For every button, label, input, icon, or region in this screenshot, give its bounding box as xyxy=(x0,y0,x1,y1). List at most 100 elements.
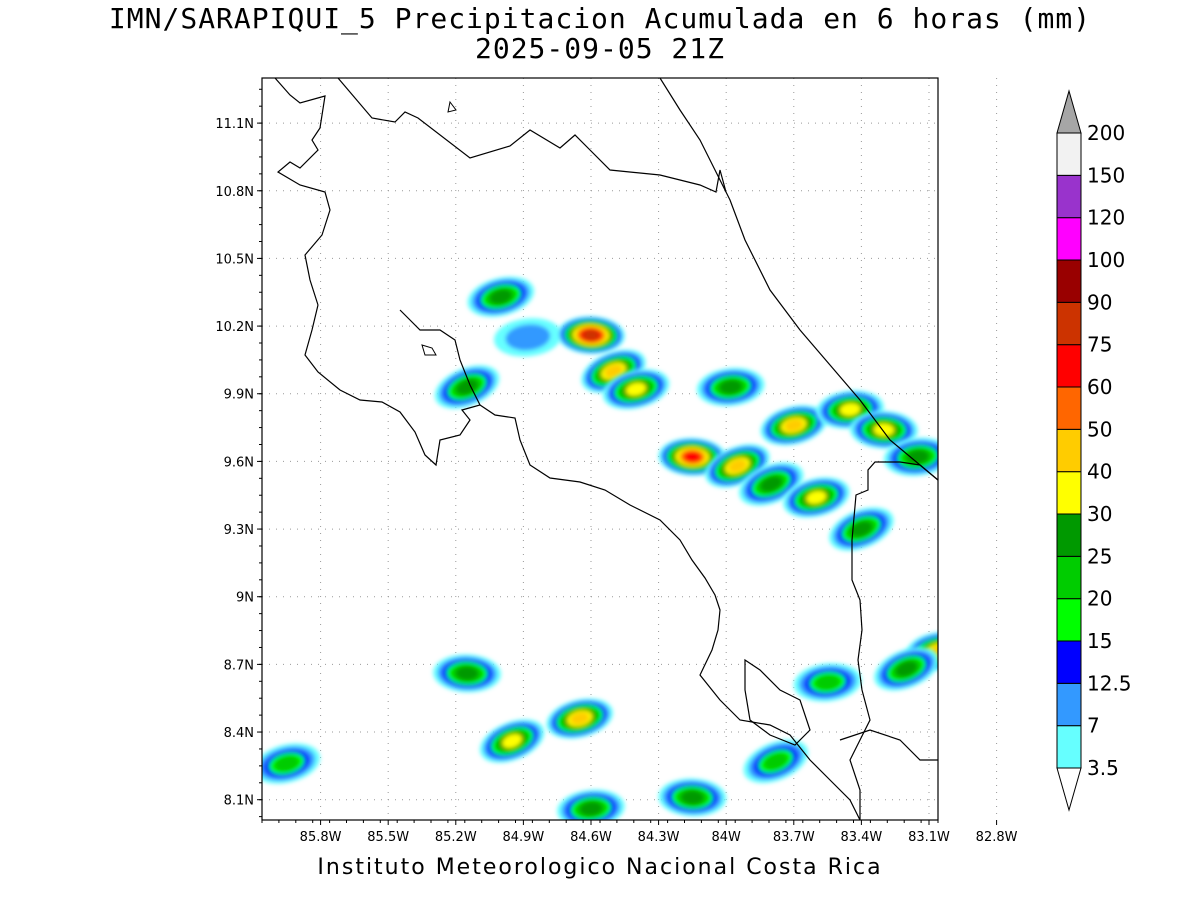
lon-tick-label: 84.9W xyxy=(502,830,544,845)
precip-contour xyxy=(954,497,1016,533)
precip-contour xyxy=(839,403,861,416)
precip-contour xyxy=(505,324,551,351)
precip-contour xyxy=(951,495,1020,535)
precip-contour xyxy=(274,755,300,772)
nicaragua-border xyxy=(337,78,727,193)
lon-tick-label: 83.1W xyxy=(908,830,950,845)
lon-tick-label: 82.8W xyxy=(976,830,1018,845)
nicaragua-coast xyxy=(274,78,331,306)
colorbar-swatch xyxy=(1056,344,1082,388)
osa-peninsula xyxy=(744,658,811,746)
map-subtitle: 2025-09-05 21Z xyxy=(474,32,725,65)
precip-contour xyxy=(963,606,986,623)
precip-cell xyxy=(783,477,850,518)
lat-tick-label: 9N xyxy=(236,591,254,606)
pacific-coast-north xyxy=(304,304,481,467)
precip-contour xyxy=(949,597,998,632)
precip-contour xyxy=(850,521,873,537)
precip-cell xyxy=(738,462,804,506)
colorbar-swatch xyxy=(1056,471,1082,515)
caribbean-coast xyxy=(659,78,938,481)
precip-contour xyxy=(1033,643,1060,660)
lat-tick-label: 9.6N xyxy=(224,455,254,470)
lon-tick-label: 85.8W xyxy=(300,830,342,845)
precip-contour xyxy=(502,734,522,749)
precip-contour xyxy=(728,459,747,473)
precip-contour xyxy=(683,451,701,463)
precip-cell xyxy=(760,405,828,446)
precip-contour xyxy=(976,509,996,522)
precip-contour xyxy=(719,380,742,394)
colorbar-level-label: 100 xyxy=(1087,248,1125,272)
colorbar-level-label: 200 xyxy=(1087,121,1125,145)
precip-contour xyxy=(959,663,1034,716)
colorbar-swatch xyxy=(1056,301,1082,346)
colorbar-level-label: 7 xyxy=(1087,714,1100,738)
precip-cell xyxy=(479,719,545,763)
precip-cell xyxy=(936,588,1011,641)
colorbar-swatch xyxy=(1056,132,1082,176)
precip-cell xyxy=(743,739,809,784)
precip-contour xyxy=(980,728,1013,750)
colorbar-swatch xyxy=(1056,555,1082,600)
colorbar-swatch xyxy=(1056,386,1082,430)
footer-credit: Instituto Meteorologico Nacional Costa R… xyxy=(317,855,883,880)
colorbar-swatch xyxy=(1056,217,1082,261)
precip-contour xyxy=(941,591,1007,638)
precip-cell xyxy=(262,743,321,784)
colorbar-swatch xyxy=(1056,259,1082,303)
precip-contour xyxy=(966,719,1028,758)
colorbar-level-label: 40 xyxy=(1087,460,1112,484)
precip-contour xyxy=(954,600,994,629)
precip-contour xyxy=(976,675,1016,704)
precipitation-field xyxy=(262,276,1060,820)
precip-cell xyxy=(951,495,1020,535)
lon-tick-label: 83.4W xyxy=(840,830,882,845)
colorbar-swatch xyxy=(1056,428,1082,473)
precip-contour xyxy=(806,490,827,505)
colorbar-swatch xyxy=(1056,725,1082,769)
colorbar-level-label: 120 xyxy=(1087,206,1125,230)
precip-contour xyxy=(958,499,1013,531)
precip-contour xyxy=(582,329,600,341)
lon-tick-label: 84W xyxy=(711,830,741,845)
colorbar-level-label: 60 xyxy=(1087,375,1112,399)
precip-contour xyxy=(763,752,788,770)
colorbar-level-label: 25 xyxy=(1087,544,1112,568)
precip-contour xyxy=(985,681,1008,698)
coastline-borders xyxy=(274,78,938,820)
map-title: IMN/SARAPIQUI_5 Precipitacion Acumulada … xyxy=(108,2,1092,35)
lat-tick-label: 8.1N xyxy=(224,794,254,809)
lat-tick-label: 9.9N xyxy=(224,388,254,403)
precip-contour xyxy=(873,423,895,437)
small-island xyxy=(421,344,437,356)
precip-contour xyxy=(965,503,1006,528)
lat-tick-label: 11.1N xyxy=(215,117,254,132)
precip-contour xyxy=(981,678,1013,701)
precip-contour xyxy=(760,476,783,492)
precip-cell xyxy=(793,663,862,702)
precip-contour xyxy=(963,666,1029,713)
precip-contour xyxy=(604,364,623,378)
precip-contour xyxy=(972,507,999,524)
precip-contour xyxy=(489,289,512,304)
colorbar-level-label: 50 xyxy=(1087,417,1112,441)
burica-coast xyxy=(839,729,938,761)
lat-tick-label: 10.8N xyxy=(215,185,254,200)
colorbar-swatch xyxy=(1056,513,1082,557)
panama-border xyxy=(849,461,938,820)
colorbar-level-label: 90 xyxy=(1087,290,1112,314)
colorbar-level-label: 12.5 xyxy=(1087,671,1132,695)
precip-contour xyxy=(455,666,479,681)
colorbar-level-label: 15 xyxy=(1087,629,1112,653)
precip-cell xyxy=(433,654,502,693)
lon-tick-label: 84.3W xyxy=(638,830,680,845)
lon-tick-label: 85.5W xyxy=(367,830,409,845)
lat-tick-label: 8.7N xyxy=(224,658,254,673)
lat-tick-label: 10.5N xyxy=(215,252,254,267)
lon-tick-label: 84.6W xyxy=(570,830,612,845)
colorbar-level-label: 30 xyxy=(1087,502,1112,526)
precip-contour xyxy=(936,588,1011,641)
precip-contour xyxy=(945,594,1003,635)
